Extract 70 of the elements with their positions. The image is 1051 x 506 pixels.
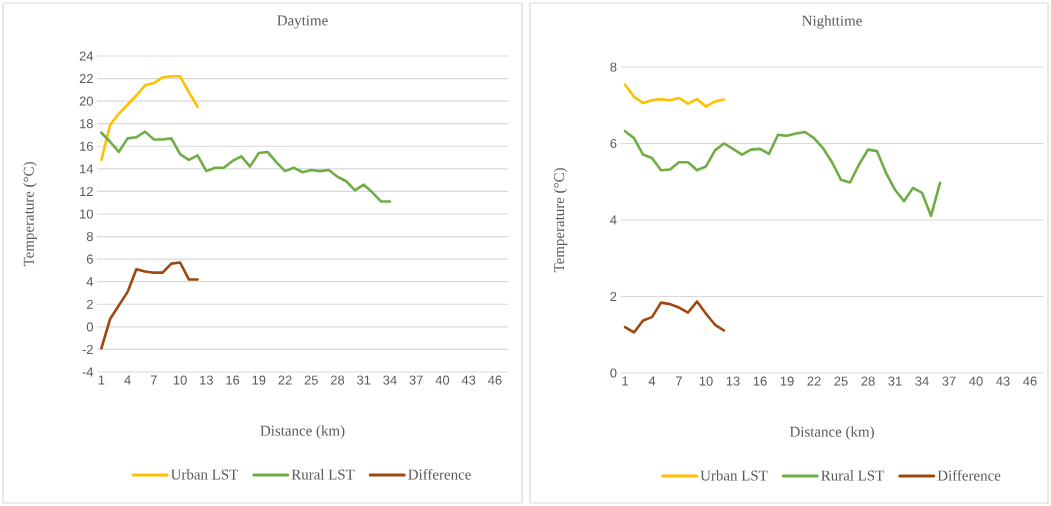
legend-label: Urban LST xyxy=(170,469,239,480)
x-tick-label: 28 xyxy=(861,376,875,386)
y-tick-label: 2 xyxy=(86,299,93,309)
y-tick-label: 8 xyxy=(610,62,617,72)
x-tick-label: 40 xyxy=(435,375,450,385)
y-tick-label: 10 xyxy=(80,209,93,219)
legend-label: Rural LST xyxy=(291,469,355,480)
y-tick-label: 20 xyxy=(79,96,93,106)
y-tick-label: 6 xyxy=(86,254,93,264)
x-tick-label: 4 xyxy=(648,376,656,386)
x-tick-label: 7 xyxy=(150,375,157,385)
x-tick-label: 46 xyxy=(1023,376,1037,386)
x-tick-label: 1 xyxy=(98,375,105,385)
x-tick-label: 43 xyxy=(461,375,476,385)
x-tick-label: 31 xyxy=(888,376,902,386)
y-axis-title: Temperature (°C) xyxy=(553,168,568,273)
line-series xyxy=(623,129,942,218)
y-tick-label: 6 xyxy=(610,138,617,149)
x-tick-label: 13 xyxy=(726,376,740,386)
y-tick-label: -2 xyxy=(82,344,93,354)
x-tick-label: 22 xyxy=(807,376,821,386)
x-tick-label: 28 xyxy=(330,375,345,385)
x-tick-label: 22 xyxy=(278,375,292,385)
x-axis-title: Distance (km) xyxy=(260,425,345,439)
y-tick-label: 8 xyxy=(86,231,93,242)
x-tick-label: 10 xyxy=(699,376,713,386)
y-tick-label: -4 xyxy=(82,367,94,377)
y-axis-title: Temperature (°C) xyxy=(23,162,37,267)
x-tick-label: 19 xyxy=(780,376,794,386)
x-tick-label: 19 xyxy=(252,375,266,385)
legend-label: Urban LST xyxy=(700,470,768,481)
x-tick-label: 25 xyxy=(304,375,318,385)
y-tick-label: 4 xyxy=(86,277,94,287)
y-tick-label: 12 xyxy=(80,186,93,196)
chart-title: Nighttime xyxy=(802,15,862,29)
line-series xyxy=(623,300,726,334)
y-tick-label: 14 xyxy=(80,164,94,174)
x-tick-label: 13 xyxy=(200,375,213,385)
line-series xyxy=(100,261,199,350)
legend-label: Difference xyxy=(937,469,1001,481)
x-tick-label: 40 xyxy=(969,376,983,386)
x-tick-label: 31 xyxy=(357,375,371,385)
x-axis-title: Distance (km) xyxy=(789,426,874,440)
y-tick-label: 18 xyxy=(80,119,93,129)
y-tick-label: 4 xyxy=(610,215,617,225)
line-series xyxy=(623,83,726,108)
x-tick-label: 37 xyxy=(942,376,956,386)
x-tick-label: 25 xyxy=(834,376,848,386)
x-tick-label: 43 xyxy=(996,376,1010,386)
x-tick-label: 10 xyxy=(173,375,187,385)
y-tick-label: 16 xyxy=(80,141,93,151)
x-tick-label: 34 xyxy=(915,376,929,386)
y-tick-label: 24 xyxy=(79,51,94,61)
y-tick-label: 0 xyxy=(86,322,93,332)
x-tick-label: 4 xyxy=(124,375,131,385)
x-tick-label: 16 xyxy=(753,376,767,386)
chart-title: Daytime xyxy=(277,15,328,29)
x-tick-label: 16 xyxy=(226,375,240,385)
legend-label: Difference xyxy=(408,468,471,480)
x-tick-label: 1 xyxy=(622,376,628,386)
x-tick-label: 7 xyxy=(676,376,682,386)
y-tick-label: 2 xyxy=(610,291,617,302)
x-tick-label: 37 xyxy=(409,375,423,385)
y-tick-label: 0 xyxy=(610,368,617,378)
y-tick-label: 22 xyxy=(79,74,93,84)
x-tick-label: 34 xyxy=(383,375,397,385)
line-series xyxy=(100,75,199,162)
legend-label: Rural LST xyxy=(821,470,885,481)
x-tick-label: 46 xyxy=(487,375,502,385)
line-series xyxy=(100,130,392,203)
